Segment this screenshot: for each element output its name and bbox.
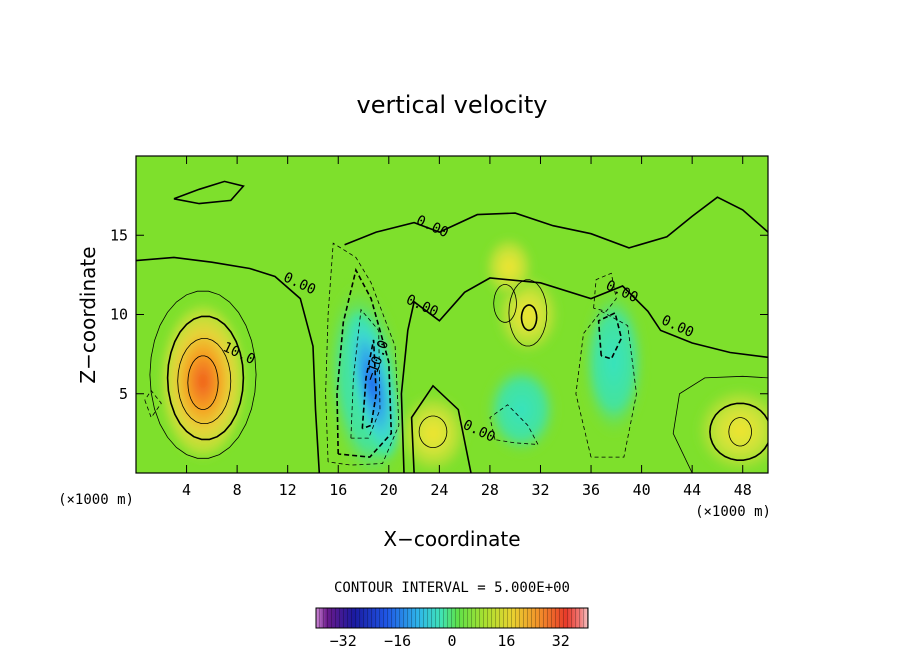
updraft-48km [694,385,768,473]
x-tick-label: 36 [582,481,600,499]
x-tick-label: 28 [481,481,499,499]
velocity-field: 10.00.000.000.00 0.000.000.00−10.0 [136,156,768,473]
y-tick-label: 15 [110,226,128,244]
x-tick-label: 16 [329,481,347,499]
updraft-main [157,298,249,464]
contour-10-right [709,402,768,461]
colorbar: −32 −16 0 16 32 [315,607,589,650]
downdraft-30km [483,362,560,458]
contour-15-right [728,417,753,447]
z-unit-label: (×1000 m) [58,492,134,508]
x-tick-label: 4 [182,481,191,499]
colorbar-frame [315,607,589,629]
contour-interval-text: CONTOUR INTERVAL = 5.000E+00 [334,580,570,596]
x-tick-label: 40 [633,481,651,499]
y-tick-label: 10 [110,306,128,324]
contour-5-31km [508,279,548,347]
downdraft-core [344,306,401,462]
contour-5 [149,290,257,459]
colorbar-bands [316,608,588,628]
x-axis-ticks: 4 8 12 16 20 24 28 32 36 40 44 48 [182,156,752,499]
updraft-24km [397,392,469,473]
y-tick-label: 5 [119,385,128,403]
x-tick-label: 20 [380,481,398,499]
contour-10-24km [410,384,472,473]
colorbar-tick-label: 16 [497,632,515,650]
contour-15 [177,338,232,424]
contour-neg5-38km [575,310,637,458]
contour-15-24km [418,415,448,448]
contour-neg10 [336,267,393,458]
contour-zero-left [136,256,321,473]
x-tick-label: 24 [430,481,448,499]
x-tick-label: 8 [233,481,242,499]
contour-zero-cell [173,180,245,205]
downdraft-38km [580,285,647,439]
field-shading [157,235,768,473]
contour-neg5-38km-top [593,272,617,312]
colorbar-tick-label: 0 [447,632,456,650]
contour-5-29km [493,284,517,323]
contour-5-right [672,375,768,473]
contour-lines [136,180,768,473]
contour-neg10-38km [597,311,623,360]
contour-neg15 [350,308,381,439]
contour-neg5 [325,242,400,466]
contour-neg5-left [144,389,162,419]
colorbar-tick-label: −16 [384,632,411,650]
contour-neg5-30km [489,404,539,445]
x-tick-label: 44 [683,481,701,499]
updraft-29km-upper [483,235,535,299]
contour-10 [166,315,245,441]
x-tick-label: 32 [531,481,549,499]
chart-title: vertical velocity [357,91,548,119]
x-tick-label: 48 [734,481,752,499]
contour-neg20 [361,339,378,430]
contour-zero-upper [344,196,768,249]
colorbar-tick-label: 32 [552,632,570,650]
contour-10-31km [520,304,538,332]
y-axis-ticks: 5 10 15 [110,226,768,403]
colorbar-tick-label: −32 [330,632,357,650]
x-unit-label: (×1000 m) [695,504,771,520]
contour-zero-middle [400,277,768,473]
y-axis-label: Z−coordinate [76,246,100,383]
contour-20 [187,355,219,410]
x-axis-label: X−coordinate [383,527,520,551]
colorbar-ticks: −32 −16 0 16 32 [330,632,570,650]
x-tick-label: 12 [279,481,297,499]
